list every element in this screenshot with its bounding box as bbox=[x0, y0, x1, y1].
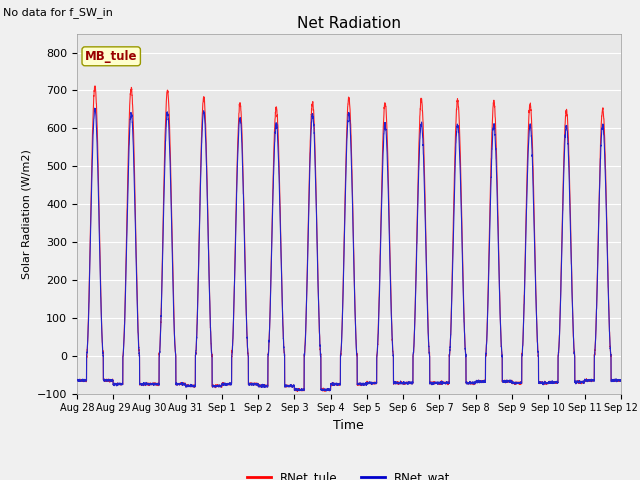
Text: MB_tule: MB_tule bbox=[85, 50, 138, 63]
X-axis label: Time: Time bbox=[333, 419, 364, 432]
Title: Net Radiation: Net Radiation bbox=[297, 16, 401, 31]
Y-axis label: Solar Radiation (W/m2): Solar Radiation (W/m2) bbox=[21, 149, 31, 278]
Legend: RNet_tule, RNet_wat: RNet_tule, RNet_wat bbox=[242, 466, 456, 480]
Text: No data for f_SW_in: No data for f_SW_in bbox=[3, 7, 113, 18]
